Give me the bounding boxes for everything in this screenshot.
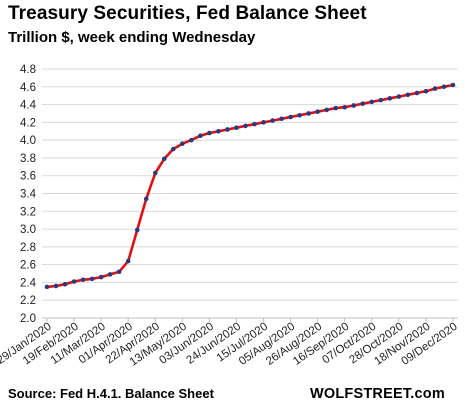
data-point [143, 196, 149, 202]
data-point [288, 114, 293, 120]
data-point [161, 156, 167, 162]
data-point [116, 269, 122, 275]
data-point [225, 127, 230, 132]
y-tick-label: 4.8 [20, 64, 36, 76]
data-point [243, 123, 248, 129]
data-point [432, 86, 438, 91]
data-point [261, 120, 266, 125]
data-point [107, 272, 113, 277]
series-line [46, 83, 454, 289]
y-tick-label: 4.6 [20, 82, 36, 94]
data-point [270, 118, 275, 123]
data-point [423, 88, 429, 94]
data-point [351, 103, 357, 108]
y-tick-label: 4.4 [20, 100, 37, 112]
y-tick-label: 2.0 [20, 313, 36, 325]
data-point [189, 137, 194, 143]
data-point [71, 279, 77, 284]
y-tick-label: 3.6 [20, 171, 36, 183]
data-point [80, 277, 86, 283]
data-point [125, 258, 131, 264]
data-point [315, 109, 320, 114]
series-polyline [46, 83, 454, 289]
data-point [378, 97, 384, 103]
data-point [369, 99, 375, 105]
data-point [450, 82, 456, 88]
chart-subtitle: Trillion $, week ending Wednesday [8, 29, 256, 46]
data-point [216, 128, 221, 134]
gridlines [42, 68, 458, 301]
data-point [306, 111, 311, 116]
data-point [396, 94, 402, 99]
y-tick-label: 4.2 [20, 117, 36, 129]
data-point [234, 125, 239, 130]
y-tick-label: 3.8 [20, 153, 36, 165]
data-point [279, 116, 284, 122]
data-point [405, 92, 411, 98]
data-point [252, 121, 257, 127]
data-point [414, 90, 420, 96]
data-point [44, 284, 50, 290]
data-point [360, 101, 366, 106]
y-tick-label: 2.6 [20, 260, 36, 272]
data-point [324, 107, 329, 113]
x-axis-tick-labels: 29/Jan/202019/Feb/202011/Mar/202001/Apr/… [0, 321, 460, 369]
y-tick-label: 2.8 [20, 242, 36, 254]
data-point [180, 141, 185, 146]
data-point [387, 96, 393, 101]
y-tick-label: 2.4 [20, 277, 37, 289]
data-point [152, 170, 158, 176]
data-point [297, 112, 302, 118]
y-tick-label: 3.0 [20, 224, 36, 236]
y-tick-label: 2.2 [20, 295, 36, 307]
data-point [441, 84, 447, 90]
data-point [207, 130, 212, 136]
data-point [62, 281, 68, 287]
y-tick-label: 4.0 [20, 135, 36, 147]
data-point [333, 105, 339, 111]
axes [42, 317, 458, 322]
y-tick-label: 3.4 [20, 189, 37, 201]
data-point [89, 276, 95, 282]
data-point [98, 274, 104, 280]
chart-title: Treasury Securities, Fed Balance Sheet [8, 3, 367, 24]
data-point [53, 283, 59, 289]
data-point [198, 133, 203, 138]
brand-watermark: WOLFSTREET.com [310, 386, 445, 402]
y-tick-label: 3.2 [20, 206, 36, 218]
source-note: Source: Fed H.4.1. Balance Sheet [8, 386, 214, 401]
series-markers [44, 82, 456, 290]
y-axis-tick-labels: 2.0 2.2 2.4 2.6 2.8 3.0 3.2 3.4 3.6 3.8 4.0 4.2 4.4 4… [20, 64, 37, 325]
data-point [134, 227, 140, 233]
data-point [342, 104, 348, 110]
data-point [171, 146, 176, 152]
